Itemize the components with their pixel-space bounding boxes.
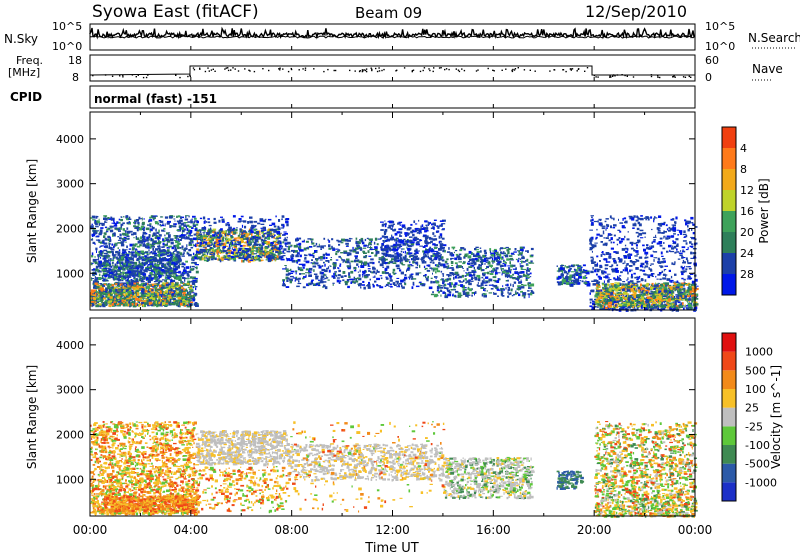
velocity-colorbar-label: Velocity [m s^-1] xyxy=(769,365,783,469)
nsky-tick-bottom: 10^0 xyxy=(52,40,82,53)
xtick-label: 20:00 xyxy=(577,523,612,537)
colorbar-tick-label: 16 xyxy=(740,205,754,218)
cpid-text: normal (fast) -151 xyxy=(94,92,217,106)
nave-tick-bottom: 0 xyxy=(705,71,712,84)
colorbar-tick-label: 4 xyxy=(740,142,747,155)
ytick-label: 1000 xyxy=(56,267,84,280)
colorbar-tick-label: 8 xyxy=(740,163,747,176)
freq-tick-top: 18 xyxy=(68,54,82,67)
nsky-panel: N.Sky 10^5 10^0 10^5 10^0 N.Search xyxy=(4,20,800,53)
ytick-label: 3000 xyxy=(56,384,84,397)
colorbar-tick-label: -500 xyxy=(745,458,770,471)
velocity-data xyxy=(90,421,698,518)
freq-trace xyxy=(89,65,695,79)
nave-label: Nave xyxy=(752,62,783,76)
ytick-label: 1000 xyxy=(56,473,84,486)
xtick-label: 00:00 xyxy=(73,523,108,537)
xtick-label: 04:00 xyxy=(174,523,209,537)
freq-label: Freq. xyxy=(16,54,43,67)
nsky-label: N.Sky xyxy=(4,32,38,46)
ytick-label: 3000 xyxy=(56,178,84,191)
xtick-label: 16:00 xyxy=(476,523,511,537)
xtick-label: 00:00 xyxy=(678,523,713,537)
colorbar-tick-label: -1000 xyxy=(745,476,777,489)
ytick-label: 4000 xyxy=(56,133,84,146)
station-title: Syowa East (fitACF) xyxy=(92,2,259,22)
freq-panel: Freq. [MHz] 18 8 60 0 Nave xyxy=(8,54,783,84)
power-yaxis: 1000 2000 3000 4000 xyxy=(56,112,696,310)
colorbar-tick-label: 24 xyxy=(740,247,754,260)
velocity-colorbar: 1000 500 100 25 -25 -100 -500 -1000 xyxy=(721,332,777,502)
power-data xyxy=(90,215,699,312)
nsearch-label: N.Search xyxy=(748,31,800,45)
power-ylabel: Slant Range [km] xyxy=(25,159,39,263)
colorbar-tick-label: -100 xyxy=(745,439,770,452)
ytick-label: 2000 xyxy=(56,428,84,441)
colorbar-tick-label: 12 xyxy=(740,184,754,197)
colorbar-tick-label: 25 xyxy=(745,402,759,415)
date-title: 12/Sep/2010 xyxy=(585,2,687,21)
nsearch-tick-bottom: 10^0 xyxy=(705,40,735,53)
nsky-trace xyxy=(89,26,696,40)
freq-unit: [MHz] xyxy=(8,66,40,79)
beam-title: Beam 09 xyxy=(355,4,422,22)
ytick-label: 2000 xyxy=(56,222,84,235)
velocity-panel: 1000 2000 3000 4000 Slant Range [km] 1000 50… xyxy=(25,317,783,518)
freq-tick-bottom: 8 xyxy=(72,71,79,84)
nsearch-tick-top: 10^5 xyxy=(705,20,735,33)
ytick-label: 4000 xyxy=(56,339,84,352)
colorbar-tick-label: -25 xyxy=(745,420,763,433)
velocity-ylabel: Slant Range [km] xyxy=(25,365,39,469)
power-panel: 1000 2000 3000 4000 Slant Range [km] 4 8 12 16… xyxy=(25,111,771,312)
power-colorbar-label: Power [dB] xyxy=(757,178,771,243)
cpid-label: CPID xyxy=(10,90,42,104)
colorbar-tick-label: 500 xyxy=(745,364,766,377)
nsky-tick-top: 10^5 xyxy=(52,20,82,33)
nave-tick-top: 60 xyxy=(705,54,719,67)
time-axis-label: Time UT xyxy=(364,541,418,554)
colorbar-tick-label: 100 xyxy=(745,383,766,396)
colorbar-tick-label: 1000 xyxy=(745,346,773,359)
velocity-yaxis: 1000 2000 3000 4000 xyxy=(56,318,696,516)
colorbar-tick-label: 20 xyxy=(740,226,754,239)
xtick-label: 12:00 xyxy=(375,523,410,537)
time-axis: 00:00 04:00 08:00 12:00 16:00 20:00 00:00 xyxy=(73,46,713,537)
xtick-label: 08:00 xyxy=(274,523,309,537)
colorbar-tick-label: 28 xyxy=(740,268,754,281)
cpid-panel: CPID normal (fast) -151 xyxy=(10,85,696,109)
power-colorbar: 4 8 12 16 20 24 28 xyxy=(721,126,754,296)
